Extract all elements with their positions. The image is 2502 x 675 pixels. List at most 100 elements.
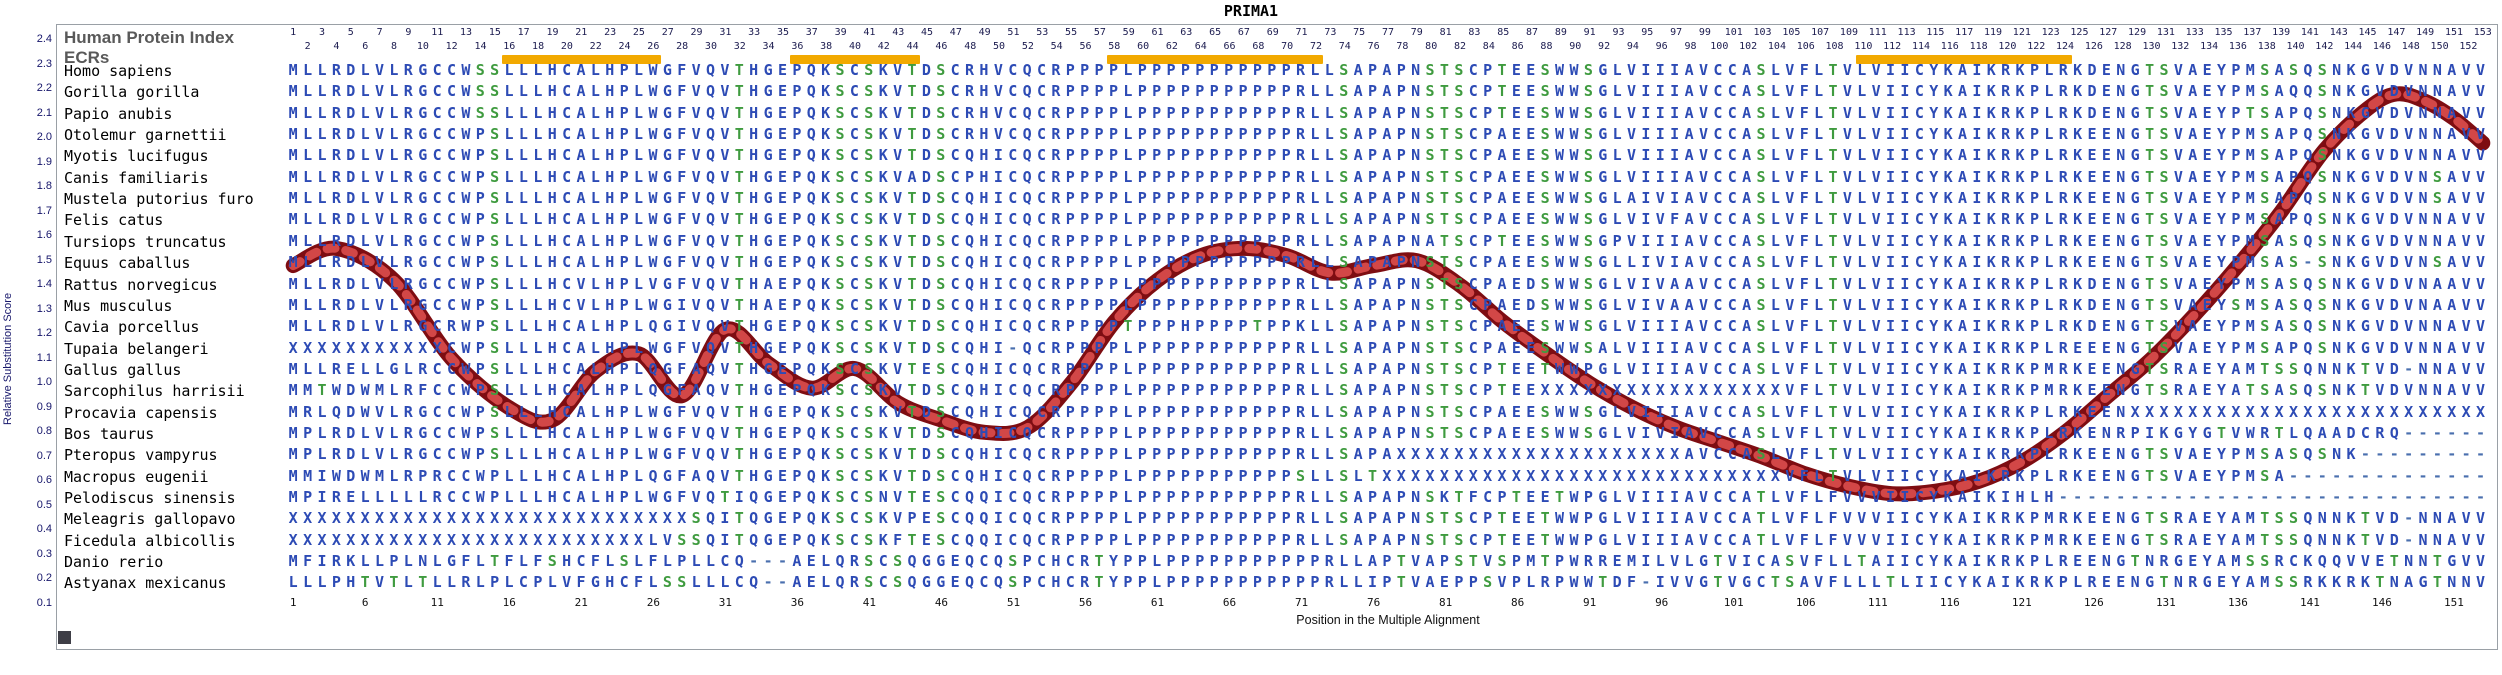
residue: F xyxy=(634,573,644,592)
residue: A xyxy=(691,381,701,400)
residue: Q xyxy=(1022,274,1032,293)
residue: S xyxy=(1454,274,1464,293)
residue: L xyxy=(1310,530,1320,549)
residue: V xyxy=(2476,359,2486,378)
residue: P xyxy=(1195,317,1205,336)
residue: K xyxy=(1986,338,1996,357)
residue: S xyxy=(1785,573,1795,592)
residue: F xyxy=(677,146,687,165)
residue: E xyxy=(2101,231,2111,250)
residue: V xyxy=(691,210,701,229)
residue: G xyxy=(763,530,773,549)
residue: V xyxy=(893,210,903,229)
residue: R xyxy=(1051,253,1061,272)
residue: L xyxy=(1324,82,1334,101)
residue: V xyxy=(993,103,1003,122)
residue: N xyxy=(1411,82,1421,101)
residue: L xyxy=(303,125,313,144)
residue: Q xyxy=(706,509,716,528)
residue: A xyxy=(1684,167,1694,186)
residue: X xyxy=(2274,402,2284,421)
residue: Q xyxy=(965,445,975,464)
residue: N xyxy=(878,488,888,506)
residue: L xyxy=(1324,125,1334,144)
residue: E xyxy=(2087,231,2097,250)
residue: - xyxy=(2476,423,2486,442)
residue: H xyxy=(979,82,989,101)
residue: P xyxy=(1367,125,1377,144)
residue: P xyxy=(1094,402,1104,421)
residue: L xyxy=(389,274,399,293)
residue: K xyxy=(1986,423,1996,442)
residue: E xyxy=(1511,146,1521,165)
residue: X xyxy=(634,530,644,549)
residue: R xyxy=(1324,573,1334,592)
residue: A xyxy=(1684,210,1694,229)
residue: G xyxy=(2360,125,2370,144)
residue: X xyxy=(490,509,500,528)
residue: C xyxy=(1468,253,1478,272)
residue: W xyxy=(1569,125,1579,144)
residue: T xyxy=(1094,573,1104,592)
residue: S xyxy=(1454,146,1464,165)
residue: V xyxy=(720,167,730,186)
residue: I xyxy=(1886,61,1896,79)
residue: P xyxy=(1108,423,1118,442)
residue: P xyxy=(1224,573,1234,592)
residue: K xyxy=(878,253,888,272)
residue: I xyxy=(1900,274,1910,293)
residue: L xyxy=(634,189,644,208)
residue: V xyxy=(720,295,730,314)
residue: K xyxy=(2346,231,2356,250)
residue: X xyxy=(1411,466,1421,485)
residue: V xyxy=(1785,189,1795,208)
residue: E xyxy=(2101,402,2111,421)
residue: L xyxy=(1310,488,1320,506)
residue: N xyxy=(1411,359,1421,378)
x-axis-tick: 86 xyxy=(1511,596,1525,609)
residue: E xyxy=(2188,552,2198,571)
x-axis-tick: 61 xyxy=(1150,596,1165,609)
residue: I xyxy=(1670,61,1680,79)
residue: I xyxy=(1886,189,1896,208)
residue: P xyxy=(1108,359,1118,378)
residue: V xyxy=(375,61,385,79)
residue: D xyxy=(2087,61,2097,79)
residue: P xyxy=(2288,210,2298,229)
residue: E xyxy=(1526,488,1536,506)
residue: Q xyxy=(806,423,816,442)
residue: F xyxy=(1799,530,1809,549)
residue: P xyxy=(1267,381,1277,400)
residue: N xyxy=(2418,189,2428,208)
residue: N xyxy=(2332,253,2342,272)
residue: A xyxy=(2274,295,2284,314)
residue: P xyxy=(792,509,802,528)
residue: I xyxy=(1670,488,1680,506)
residue: C xyxy=(1008,125,1018,144)
residue: T xyxy=(2145,466,2155,485)
residue: V xyxy=(1698,423,1708,442)
residue: C xyxy=(1036,573,1047,592)
residue: C xyxy=(950,61,960,79)
residue: I xyxy=(1900,402,1910,421)
residue: S xyxy=(490,103,500,122)
residue: X xyxy=(619,509,629,528)
residue: K xyxy=(2073,423,2083,442)
residue: C xyxy=(849,317,859,336)
residue: T xyxy=(1439,295,1449,314)
residue: K xyxy=(1943,61,1953,79)
residue: P xyxy=(1396,82,1406,101)
residue: A xyxy=(1684,253,1694,272)
residue: Y xyxy=(1929,509,1939,528)
residue: F xyxy=(1799,295,1809,314)
residue: K xyxy=(878,317,888,336)
residue: F xyxy=(677,488,687,506)
residue: T xyxy=(734,295,744,314)
residue: V xyxy=(2360,552,2370,571)
residue: L xyxy=(2044,82,2054,101)
residue: G xyxy=(1598,189,1608,208)
residue: T xyxy=(907,103,917,122)
residue: T xyxy=(1828,103,1838,122)
residue: P xyxy=(1108,338,1118,357)
residue: P xyxy=(2231,146,2241,165)
